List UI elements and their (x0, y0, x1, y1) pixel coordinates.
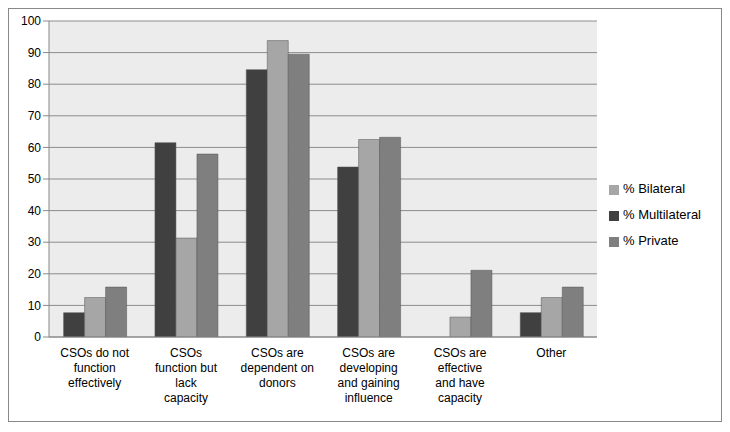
svg-text:Other: Other (536, 346, 566, 360)
svg-text:60: 60 (28, 141, 42, 155)
html-text:% Bilateral: % Bilateral (623, 181, 686, 196)
svg-text:CSOsfunction butlackcapacity: CSOsfunction butlackcapacity (155, 346, 218, 405)
svg-text:0: 0 (34, 330, 41, 344)
svg-text:40: 40 (28, 204, 42, 218)
html-text:% Private: % Private (623, 233, 679, 248)
html-text:% Multilateral: % Multilateral (623, 207, 701, 222)
svg-text:70: 70 (28, 109, 42, 123)
svg-text:CSOs aredependent ondonors: CSOs aredependent ondonors (241, 346, 314, 390)
svg-text:30: 30 (28, 235, 42, 249)
svg-text:CSOs aredevelopingand gainingi: CSOs aredevelopingand gaininginfluence (338, 346, 400, 405)
svg-text:CSOs areeffectiveand havecapac: CSOs areeffectiveand havecapacity (434, 346, 487, 405)
svg-text:100: 100 (21, 14, 41, 28)
svg-text:50: 50 (28, 172, 42, 186)
svg-text:CSOs do notfunctioneffectively: CSOs do notfunctioneffectively (60, 346, 129, 390)
svg-text:80: 80 (28, 77, 42, 91)
svg-text:10: 10 (28, 299, 42, 313)
svg-text:20: 20 (28, 267, 42, 281)
svg-text:90: 90 (28, 46, 42, 60)
